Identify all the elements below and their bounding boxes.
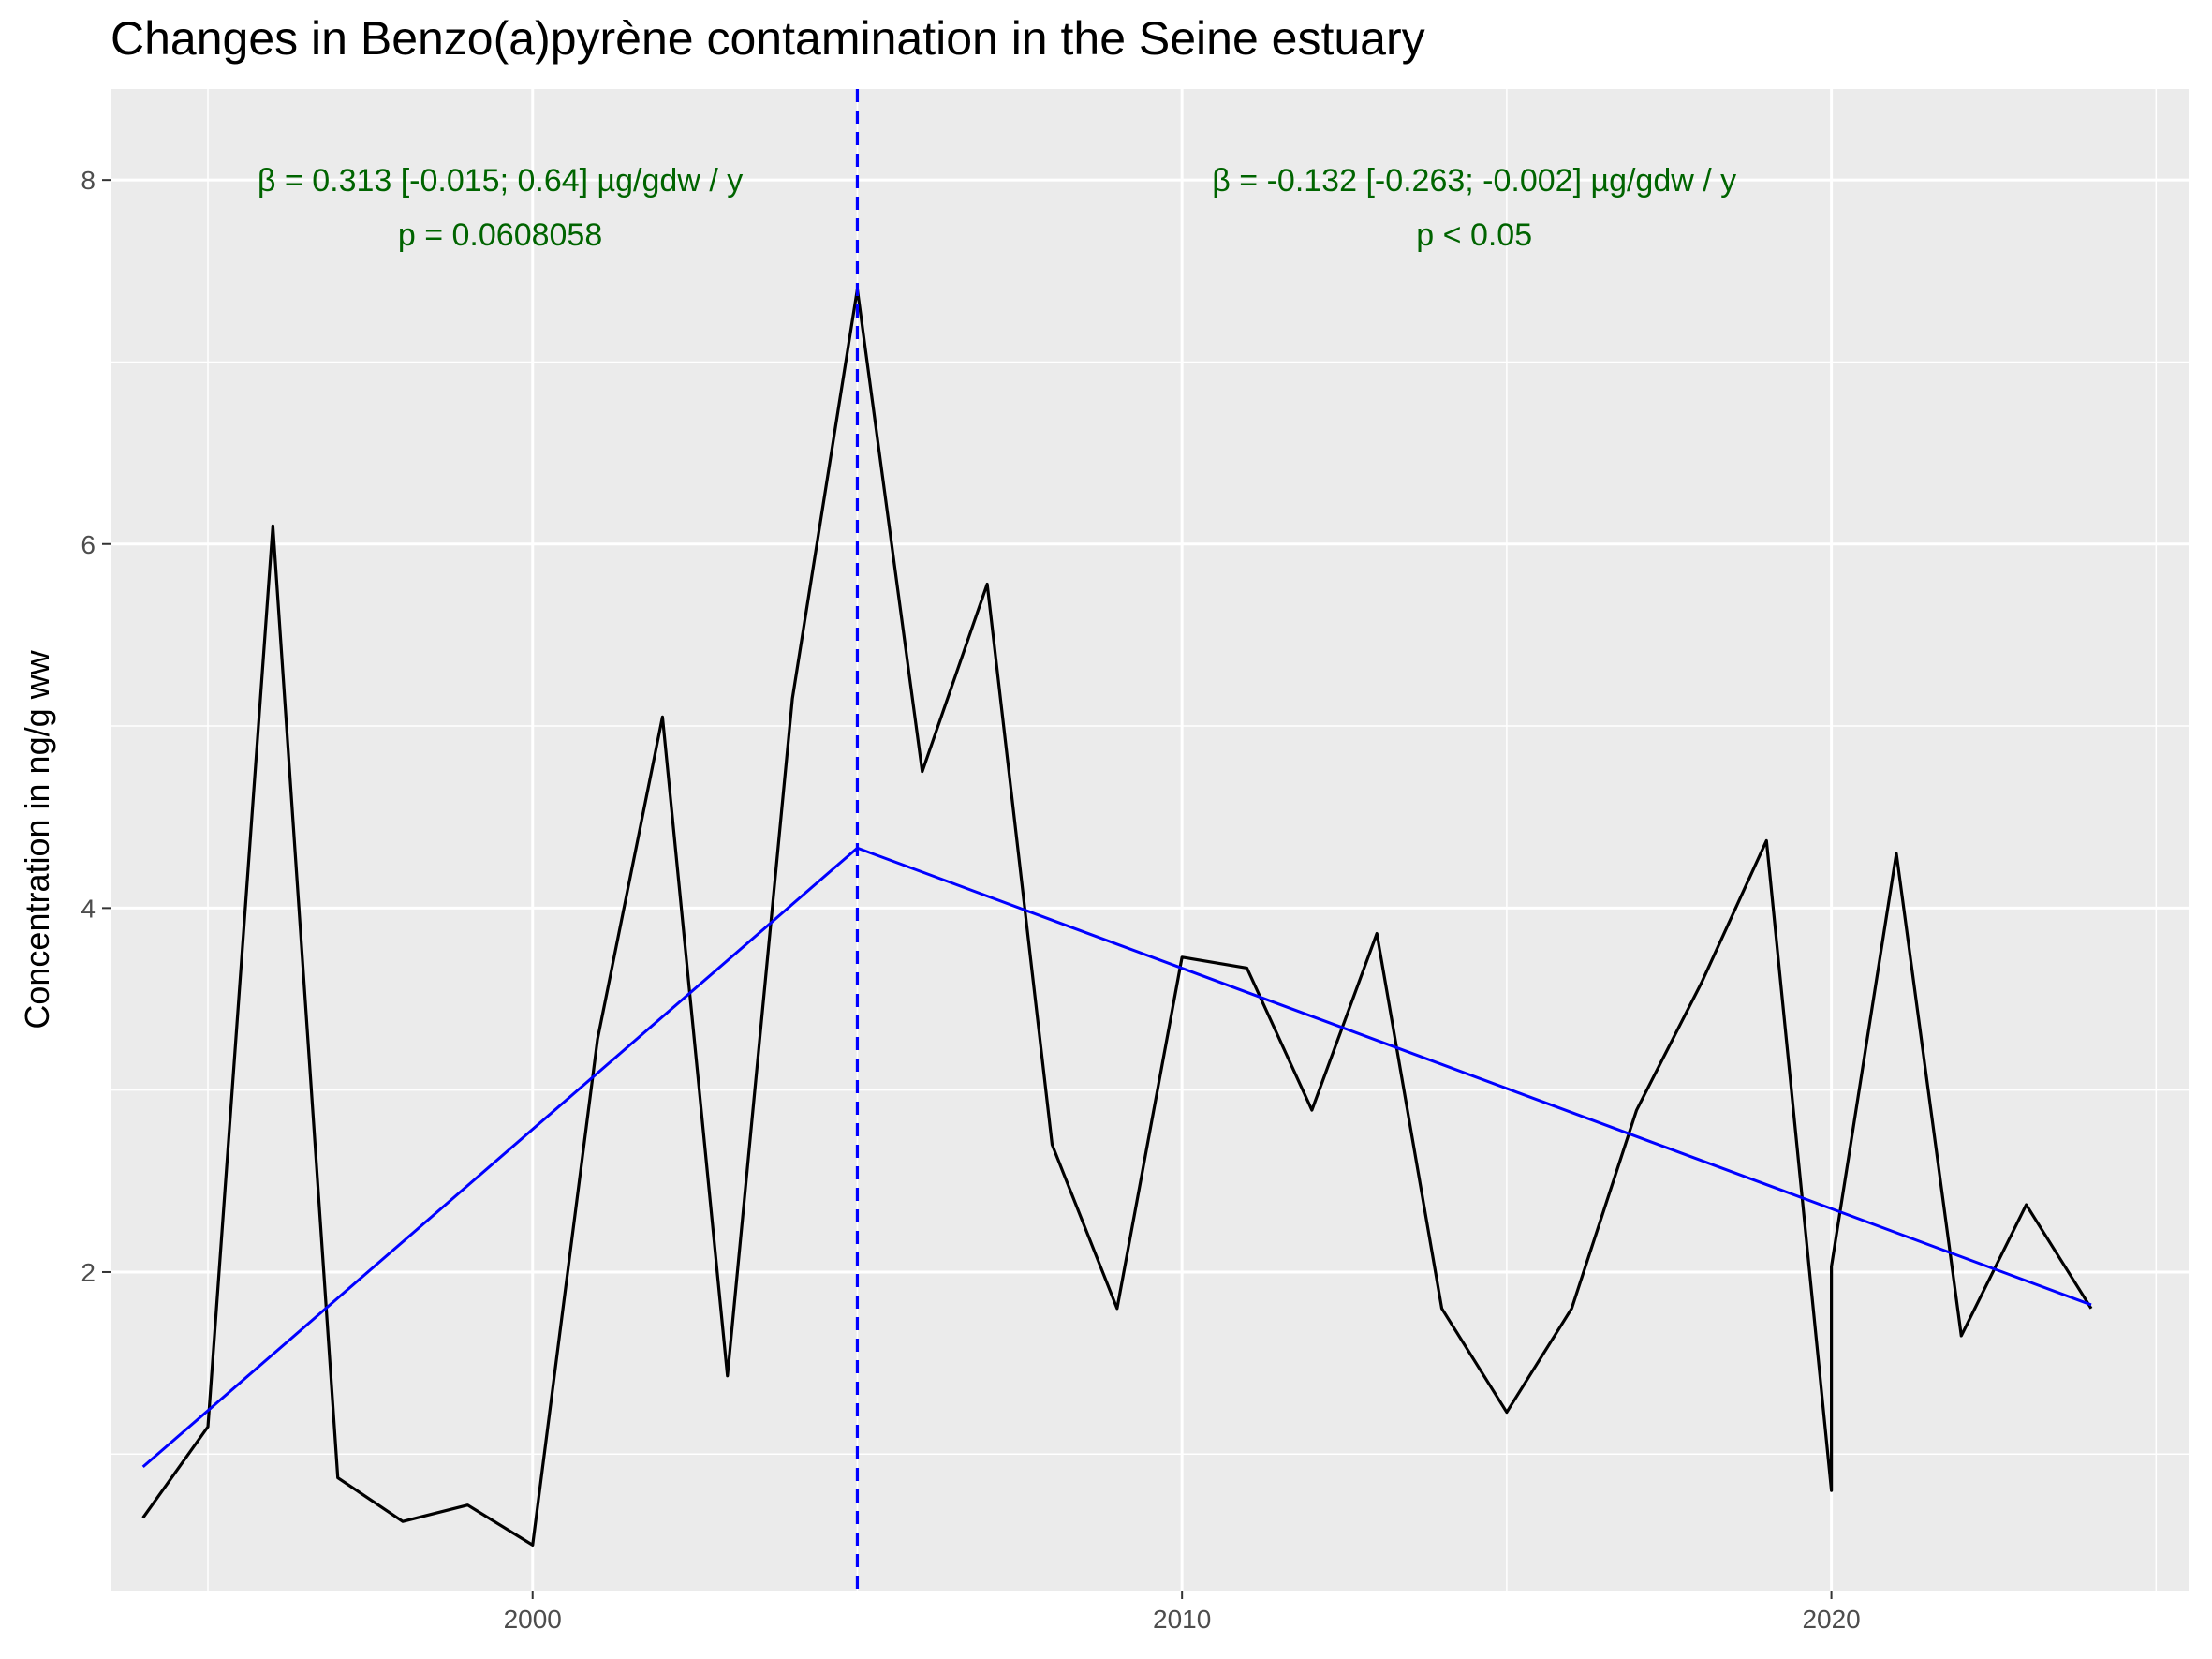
annotation-layer: β = 0.313 [-0.015; 0.64] µg/gdw / y p = 0… xyxy=(258,163,1736,253)
plot-panel xyxy=(111,89,2189,1591)
series-layer xyxy=(141,89,2093,1591)
annotation-pvalue-1: p = 0.0608058 xyxy=(398,217,602,253)
y-axis-title: Concentration in ng/g ww xyxy=(18,649,56,1029)
y-tick-label: 8 xyxy=(81,166,96,195)
y-tick-label: 4 xyxy=(81,894,96,923)
x-tick-label: 2010 xyxy=(1153,1605,1211,1634)
y-tick-label: 6 xyxy=(81,530,96,559)
concentration-line xyxy=(141,288,2093,1548)
annotation-beta-2: β = -0.132 [-0.263; -0.002] µg/gdw / y xyxy=(1212,163,1736,199)
x-tick-label: 2020 xyxy=(1802,1605,1860,1634)
annotation-pvalue-2: p < 0.05 xyxy=(1416,217,1532,253)
panel-background xyxy=(111,89,2189,1591)
chart-title: Changes in Benzo(a)pyrène contamination … xyxy=(111,12,1425,65)
annotation-beta-1: β = 0.313 [-0.015; 0.64] µg/gdw / y xyxy=(258,163,743,199)
x-tick-label: 2000 xyxy=(504,1605,562,1634)
axes-layer: 2000 2010 2020 2 4 6 8 Concentration in ng/g ww xyxy=(18,166,1861,1634)
y-tick-label: 2 xyxy=(81,1258,96,1287)
